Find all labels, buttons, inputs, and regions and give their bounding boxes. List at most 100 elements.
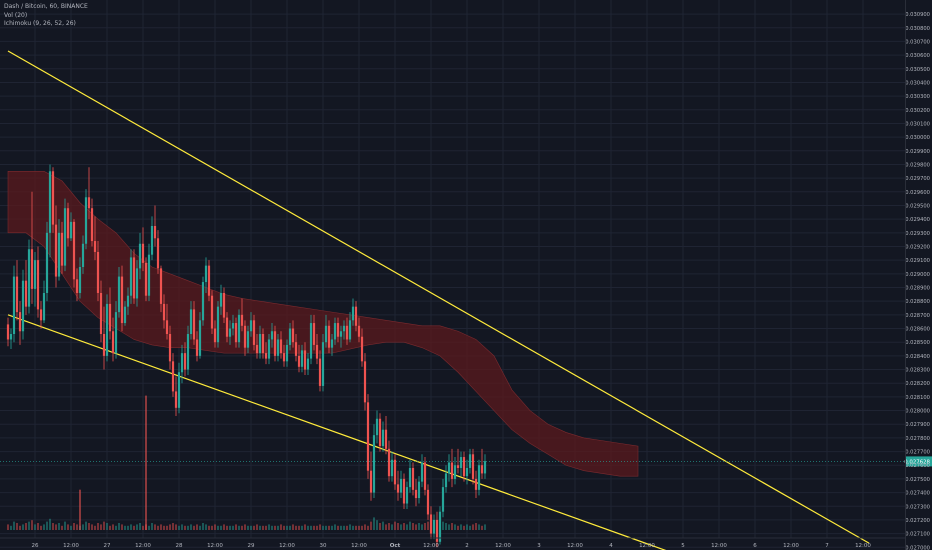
y-tick-label: 0.028200 bbox=[905, 381, 930, 387]
x-tick-label: 7 bbox=[825, 543, 829, 549]
volume-bar bbox=[334, 524, 336, 530]
candle-body bbox=[270, 331, 274, 340]
candle-body bbox=[207, 265, 211, 296]
volume-bar bbox=[67, 524, 69, 530]
volume-bar bbox=[298, 525, 300, 530]
volume-bar bbox=[46, 521, 48, 530]
volume-bar bbox=[310, 525, 312, 530]
candle-body bbox=[240, 314, 244, 326]
x-tick-label: 12:00 bbox=[711, 543, 727, 549]
candle-body bbox=[117, 276, 121, 313]
volume-bar bbox=[355, 525, 357, 530]
candle-body bbox=[303, 350, 307, 370]
volume-bar bbox=[178, 525, 180, 530]
volume-bar bbox=[346, 525, 348, 530]
y-tick-label: 0.028100 bbox=[905, 395, 930, 401]
candle-body bbox=[462, 457, 466, 477]
candle-body bbox=[249, 320, 253, 332]
volume-bar bbox=[28, 521, 30, 530]
candle-body bbox=[186, 333, 190, 370]
y-tick-label: 0.028700 bbox=[905, 313, 930, 319]
candle-body bbox=[138, 243, 142, 269]
volume-bar bbox=[211, 525, 213, 530]
candle-body bbox=[147, 254, 151, 296]
candle-body bbox=[312, 323, 316, 345]
candle-body bbox=[360, 336, 364, 362]
candle-body bbox=[150, 225, 154, 255]
candle-body bbox=[273, 331, 277, 356]
volume-bar bbox=[19, 525, 21, 530]
candle-body bbox=[348, 320, 352, 340]
volume-bar bbox=[175, 524, 177, 530]
candle-body bbox=[357, 325, 361, 337]
legend-symbol[interactable]: Dash / Bitcoin, 60, BINANCE bbox=[4, 3, 88, 10]
volume-bar bbox=[382, 521, 384, 530]
volume-bar bbox=[16, 523, 18, 530]
candle-body bbox=[318, 358, 322, 386]
volume-bar bbox=[193, 525, 195, 530]
candle-body bbox=[165, 320, 169, 334]
volume-bar bbox=[469, 525, 471, 530]
volume-bar bbox=[154, 524, 156, 530]
volume-bar bbox=[460, 524, 462, 530]
candle-body bbox=[408, 467, 412, 488]
candle-body bbox=[420, 462, 424, 482]
volume-bar bbox=[328, 525, 330, 530]
volume-bar bbox=[367, 525, 369, 530]
y-tick-label: 0.029600 bbox=[905, 190, 930, 196]
volume-bar bbox=[223, 524, 225, 530]
candle-body bbox=[54, 224, 58, 277]
candle-body bbox=[219, 292, 223, 307]
candle-body bbox=[381, 429, 385, 447]
candle-body bbox=[390, 459, 394, 477]
legend-ichimoku[interactable]: Ichimoku (9, 26, 52, 26) bbox=[4, 20, 76, 27]
volume-bar bbox=[442, 521, 444, 530]
candle-body bbox=[339, 331, 343, 337]
x-tick-label: 6 bbox=[753, 543, 757, 549]
y-tick-label: 0.030600 bbox=[905, 53, 930, 59]
volume-bar bbox=[76, 524, 78, 530]
candle-body bbox=[45, 232, 49, 293]
volume-bar bbox=[121, 524, 123, 530]
candle-body bbox=[351, 306, 355, 321]
y-tick-label: 0.029100 bbox=[905, 258, 930, 264]
x-tick-label: 12:00 bbox=[639, 543, 655, 549]
volume-bar bbox=[472, 524, 474, 530]
volume-bar bbox=[394, 521, 396, 530]
candle-body bbox=[399, 478, 403, 493]
candle-body bbox=[483, 461, 487, 474]
candle-body bbox=[456, 465, 460, 468]
candle-body bbox=[384, 429, 388, 449]
candles bbox=[6, 164, 487, 548]
candle-body bbox=[33, 260, 37, 289]
volume-bar bbox=[412, 523, 414, 530]
volume-bar bbox=[454, 524, 456, 530]
volume-bar bbox=[187, 525, 189, 530]
volume-bar bbox=[172, 523, 174, 530]
volume-bar bbox=[349, 524, 351, 530]
volume-bar bbox=[112, 524, 114, 530]
trendline bbox=[7, 314, 667, 550]
volume-bar bbox=[388, 523, 390, 530]
volume-bar bbox=[199, 525, 201, 530]
candle-body bbox=[228, 328, 232, 337]
candle-body bbox=[231, 323, 235, 329]
candle-body bbox=[39, 309, 43, 321]
candle-body bbox=[276, 339, 280, 356]
legend-volume[interactable]: Vol (20) bbox=[4, 11, 28, 19]
candle-body bbox=[324, 325, 328, 343]
volume-bar bbox=[313, 525, 315, 530]
candle-body bbox=[396, 484, 400, 493]
candle-body bbox=[213, 328, 217, 343]
volume-bar bbox=[148, 525, 150, 530]
candle-body bbox=[63, 208, 67, 266]
candle-body bbox=[135, 268, 139, 299]
candle-body bbox=[366, 402, 370, 471]
volume-bar bbox=[403, 523, 405, 530]
candle-body bbox=[432, 519, 436, 534]
volume-bar bbox=[370, 521, 372, 530]
candle-body bbox=[210, 295, 214, 329]
candle-body bbox=[6, 324, 10, 340]
